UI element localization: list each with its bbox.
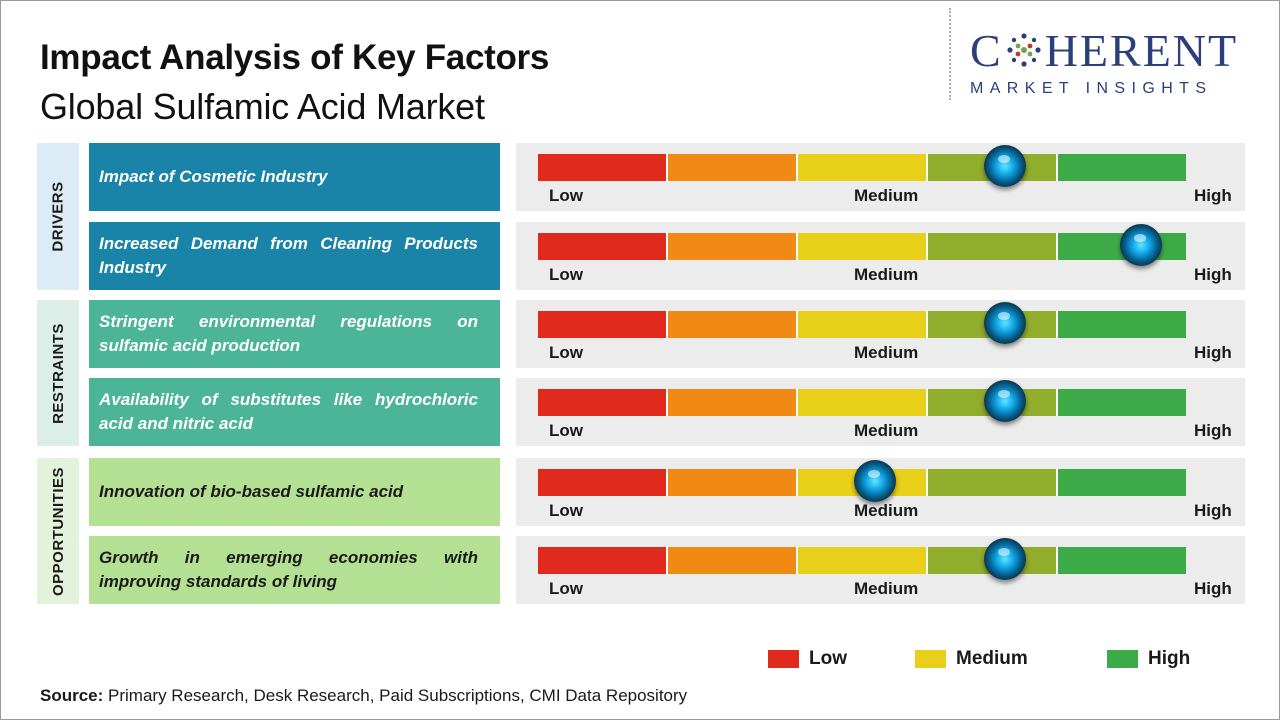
impact-marker xyxy=(983,145,1026,187)
gauge-segment xyxy=(666,469,796,496)
gauge-label-low: Low xyxy=(549,579,583,598)
logo-dots-icon xyxy=(1007,33,1041,67)
gauge-segment xyxy=(538,311,666,338)
gauge-label-high: High xyxy=(1194,421,1232,440)
category-label: RESTRAINTS xyxy=(49,322,67,424)
gauge-label-med: Medium xyxy=(854,343,919,362)
gauge-label-med: Medium xyxy=(854,186,919,205)
gauge-segment xyxy=(1056,311,1186,338)
source-label: Source: xyxy=(40,686,104,705)
legend-label-low: Low xyxy=(809,648,847,669)
impact-marker xyxy=(1119,224,1162,266)
gauge-segment xyxy=(796,311,926,338)
category-restraints: RESTRAINTS xyxy=(37,300,79,446)
gauge-segment xyxy=(1056,389,1186,416)
impact-gauge: Low Medium High xyxy=(516,300,1245,368)
impact-marker xyxy=(983,538,1026,580)
gauge-bar xyxy=(538,233,1186,260)
impact-marker xyxy=(983,380,1026,422)
logo-word-right: HERENT xyxy=(1044,25,1239,76)
source-note: Source: Primary Research, Desk Research,… xyxy=(40,686,687,706)
gauge-label-med: Medium xyxy=(854,579,919,598)
logo-word-left: C xyxy=(970,25,1003,76)
factor-label: Innovation of bio-based sulfamic acid xyxy=(89,458,500,526)
gauge-segment xyxy=(666,547,796,574)
legend-swatch-low xyxy=(768,650,799,668)
factor-label: Growth in emerging economies with improv… xyxy=(89,536,500,604)
gauge-segment xyxy=(926,233,1056,260)
gauge-segment xyxy=(1056,154,1186,181)
gauge-segment xyxy=(538,469,666,496)
gauge-bar xyxy=(538,154,1186,181)
gauge-label-high: High xyxy=(1194,186,1232,205)
gauge-segment xyxy=(666,389,796,416)
gauge-label-low: Low xyxy=(549,265,583,284)
gauge-segment xyxy=(666,311,796,338)
gauge-segment xyxy=(1056,547,1186,574)
impact-gauge: Low Medium High xyxy=(516,222,1245,290)
legend-item-low: Low xyxy=(768,648,847,670)
gauge-label-high: High xyxy=(1194,501,1232,520)
impact-gauge: Low Medium High xyxy=(516,536,1245,604)
gauge-segment xyxy=(1056,469,1186,496)
gauge-segment xyxy=(796,154,926,181)
gauge-segment xyxy=(666,233,796,260)
source-text: Primary Research, Desk Research, Paid Su… xyxy=(103,686,688,705)
impact-gauge: Low Medium High xyxy=(516,378,1245,446)
legend-label-high: High xyxy=(1148,648,1191,669)
category-opportunities: OPPORTUNITIES xyxy=(37,458,79,604)
legend-swatch-medium xyxy=(915,650,946,668)
gauge-segment xyxy=(796,233,926,260)
factor-label: Stringent environmental regulations on s… xyxy=(89,300,500,368)
gauge-label-med: Medium xyxy=(854,421,919,440)
gauge-label-low: Low xyxy=(549,186,583,205)
gauge-segment xyxy=(538,154,666,181)
gauge-label-med: Medium xyxy=(854,501,919,520)
factor-label: Availability of substitutes like hydroch… xyxy=(89,378,500,446)
gauge-segment xyxy=(538,233,666,260)
gauge-segment xyxy=(538,547,666,574)
gauge-label-med: Medium xyxy=(854,265,919,284)
gauge-label-high: High xyxy=(1194,343,1232,362)
impact-gauge: Low Medium High xyxy=(516,143,1245,211)
category-label: DRIVERS xyxy=(49,181,67,252)
legend-swatch-high xyxy=(1107,650,1138,668)
gauge-segment xyxy=(926,469,1056,496)
legend-item-high: High xyxy=(1107,648,1190,670)
impact-gauge: Low Medium High xyxy=(516,458,1245,526)
gauge-bar xyxy=(538,311,1186,338)
gauge-segment xyxy=(666,154,796,181)
legend-label-medium: Medium xyxy=(956,648,1028,669)
gauge-bar xyxy=(538,547,1186,574)
gauge-bar xyxy=(538,389,1186,416)
category-label: OPPORTUNITIES xyxy=(49,466,67,596)
impact-marker xyxy=(853,460,896,502)
factor-label: Impact of Cosmetic Industry xyxy=(89,143,500,211)
gauge-segment xyxy=(796,547,926,574)
logo-divider xyxy=(949,8,951,100)
gauge-segment xyxy=(796,389,926,416)
page-title: Impact Analysis of Key Factors xyxy=(40,38,550,77)
logo-tagline: MARKET INSIGHTS xyxy=(970,80,1213,97)
page-subtitle: Global Sulfamic Acid Market xyxy=(40,86,485,127)
gauge-segment xyxy=(538,389,666,416)
gauge-label-low: Low xyxy=(549,421,583,440)
factor-label: Increased Demand from Cleaning Products … xyxy=(89,222,500,290)
gauge-label-low: Low xyxy=(549,343,583,362)
impact-marker xyxy=(983,302,1026,344)
gauge-label-high: High xyxy=(1194,579,1232,598)
gauge-label-high: High xyxy=(1194,265,1232,284)
category-drivers: DRIVERS xyxy=(37,143,79,290)
gauge-label-low: Low xyxy=(549,501,583,520)
company-logo: C HERENT xyxy=(970,28,1238,74)
legend-item-medium: Medium xyxy=(915,648,1028,670)
